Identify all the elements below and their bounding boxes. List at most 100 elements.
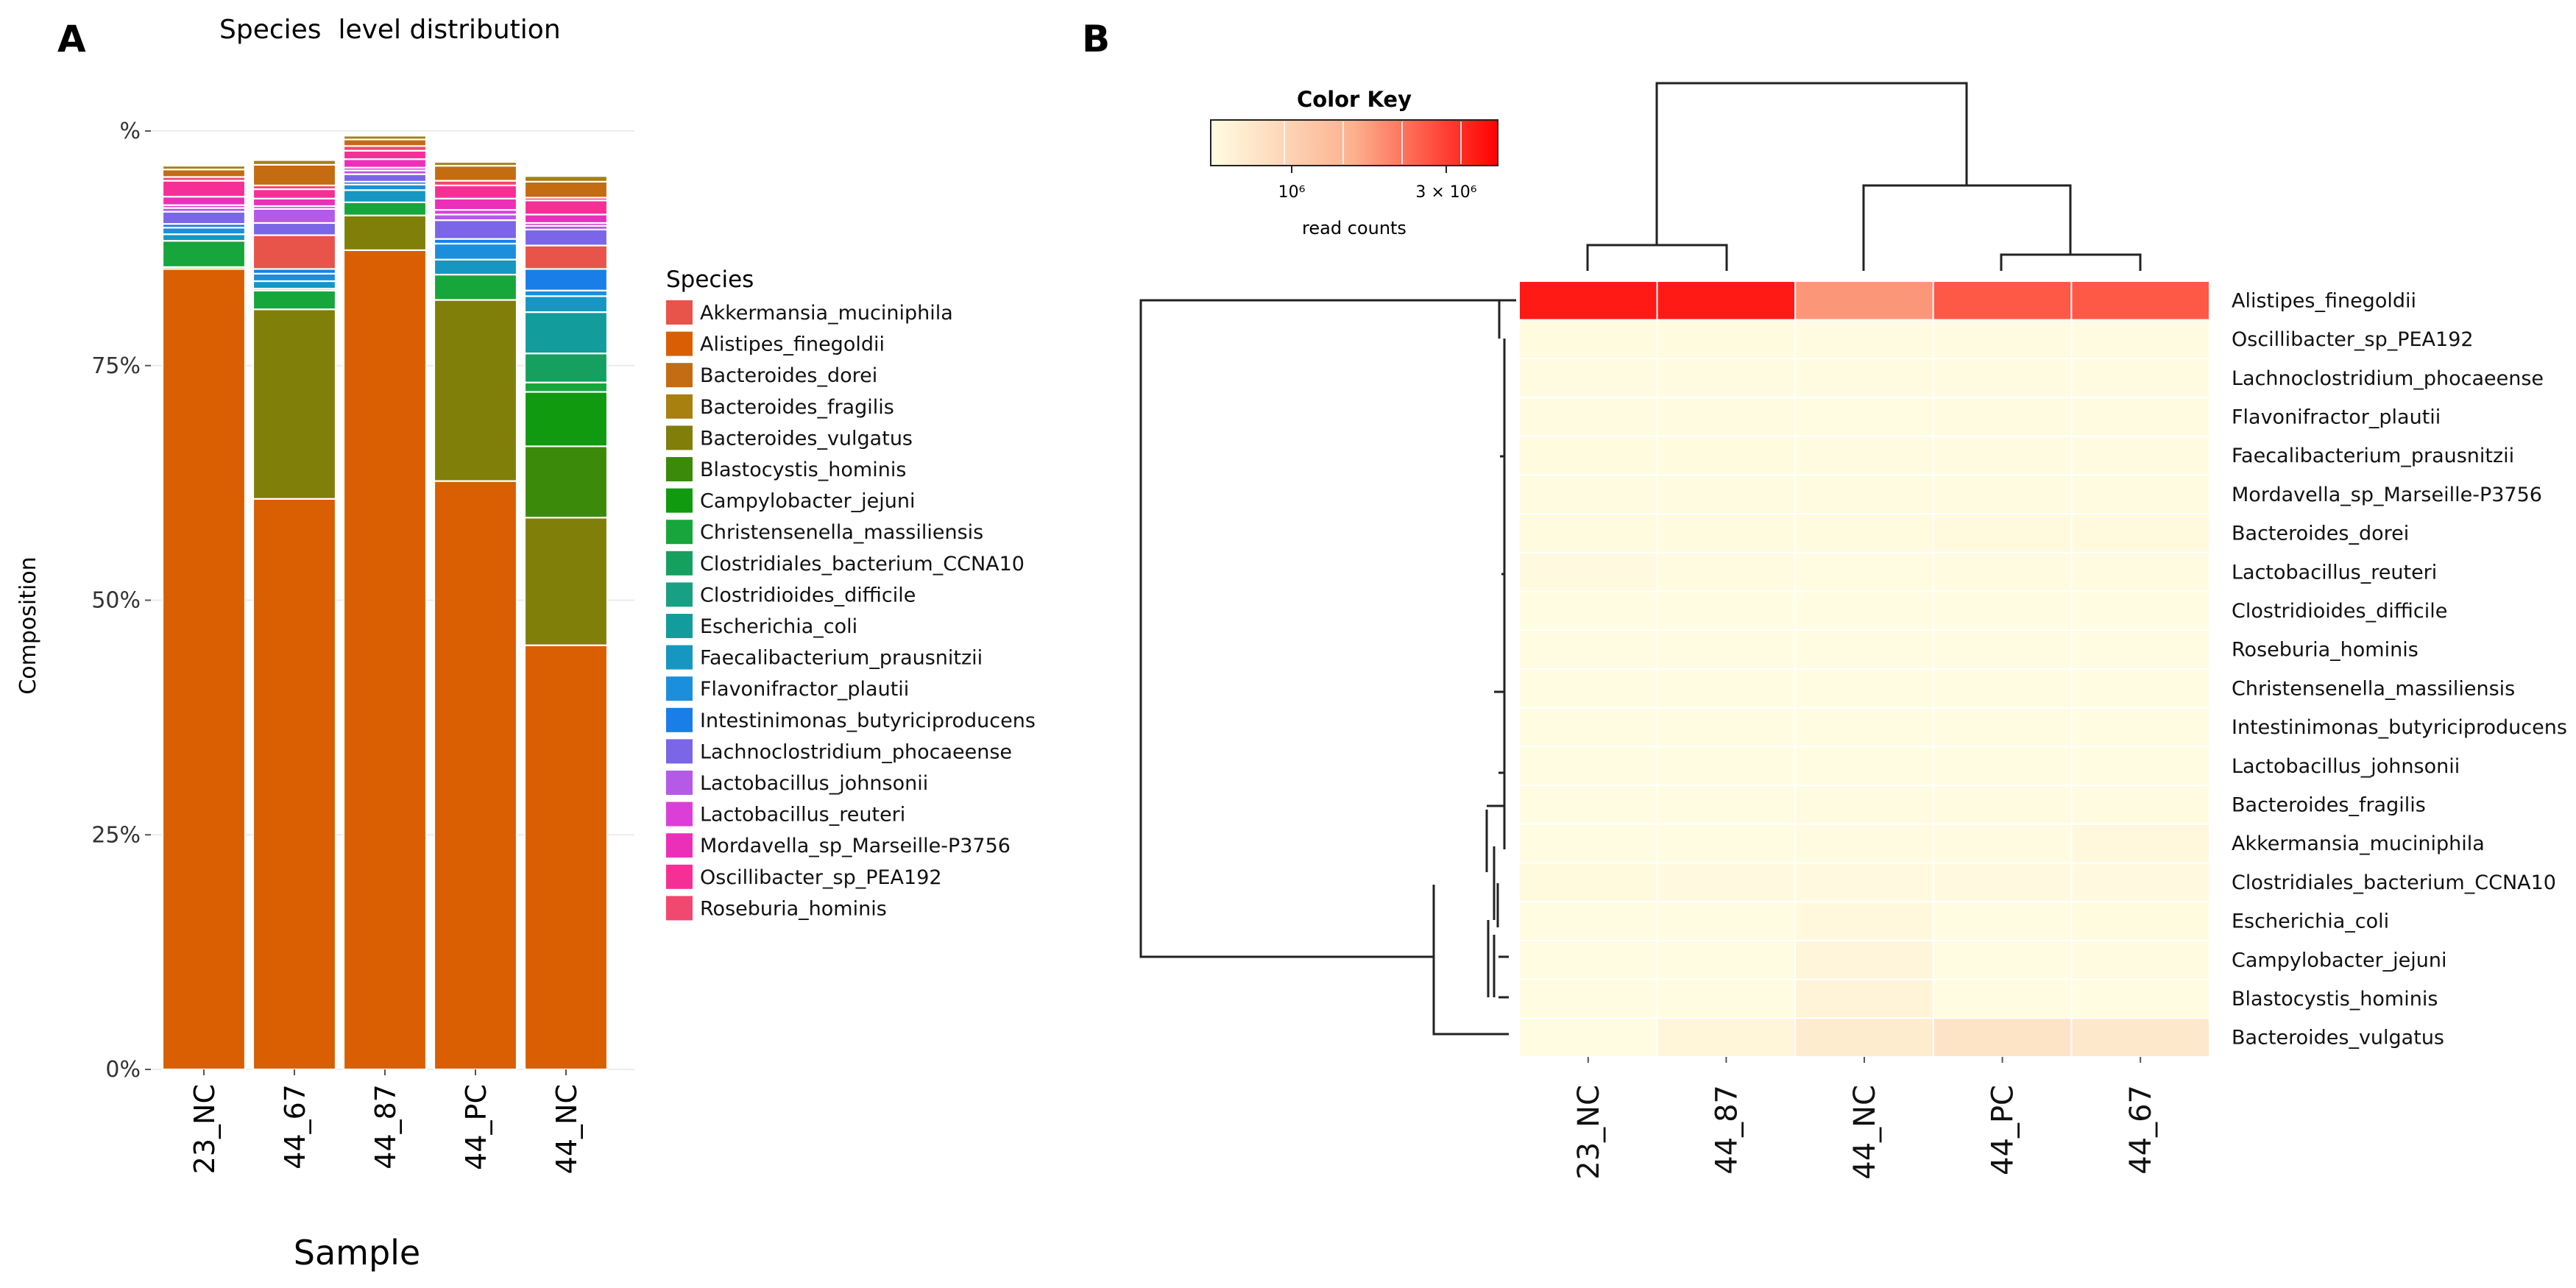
bar-segment xyxy=(342,149,428,160)
y-tick-label: 50% xyxy=(91,588,141,614)
heatmap-row-label: Bacteroides_vulgatus xyxy=(2232,1027,2444,1050)
heatmap-cell xyxy=(1656,1017,1797,1058)
heatmap-cell xyxy=(1932,1017,2073,1058)
bar-segment xyxy=(342,138,428,147)
heatmap-cell xyxy=(1656,474,1797,515)
bar-segment xyxy=(433,165,518,182)
heatmap-cell xyxy=(2070,668,2210,709)
heatmap-cell xyxy=(1518,939,1658,980)
heatmap-cell xyxy=(1794,551,1934,592)
bar-segment xyxy=(252,222,337,236)
heatmap-cell xyxy=(1932,978,2073,1019)
bar-segment xyxy=(342,249,428,1071)
stacked-bars xyxy=(161,135,609,1071)
legend-swatch xyxy=(666,739,693,764)
bar-segment xyxy=(342,173,428,183)
bar-segment xyxy=(252,197,337,208)
bar-segment xyxy=(433,184,518,199)
bar-segment xyxy=(523,244,609,270)
heatmap-cell xyxy=(1794,862,1934,903)
heatmap-cell xyxy=(2070,474,2210,515)
legend-label: Roseburia_hominis xyxy=(700,897,887,920)
row-dendrogram xyxy=(1139,299,1516,1036)
bar-segment xyxy=(161,268,247,1071)
bar-chart-y-ticks: 0% 25% 50% 75%% xyxy=(91,118,151,1083)
heatmap-cell xyxy=(2070,901,2210,941)
heatmap-row-label: Bacteroides_fragilis xyxy=(2232,793,2426,816)
species-legend: Akkermansia_muciniphila Alistipes_finegol… xyxy=(666,300,1036,921)
legend-swatch xyxy=(666,363,693,388)
legend-label: Oscillibacter_sp_PEA192 xyxy=(700,866,942,889)
heatmap-cell xyxy=(2070,707,2210,748)
heatmap-cell xyxy=(1932,397,2073,437)
heatmap-cell xyxy=(2070,746,2210,787)
heatmap-cell xyxy=(2070,358,2210,399)
bar-segment xyxy=(161,165,247,171)
heatmap-cell xyxy=(2070,978,2210,1019)
heatmap-cell xyxy=(2070,785,2210,825)
bar-segment xyxy=(342,214,428,252)
heatmap-cell xyxy=(1518,785,1658,825)
heatmap-cell xyxy=(2070,435,2210,476)
heatmap-cell xyxy=(1932,901,2073,941)
heatmap-row-label: Lactobacillus_reuteri xyxy=(2232,561,2437,584)
bar-segment xyxy=(342,135,428,141)
bar-segment xyxy=(433,480,518,1071)
legend-label: Faecalibacterium_prausnitzii xyxy=(700,647,983,670)
legend-label: Blastocystis_hominis xyxy=(700,459,906,481)
bar-segment xyxy=(252,163,337,187)
heatmap-row-label: Christensenella_massiliensis xyxy=(2232,677,2515,700)
heatmap-row-label: Blastocystis_hominis xyxy=(2232,988,2438,1011)
bar-segment xyxy=(161,233,247,242)
heatmap-cell xyxy=(1932,590,2073,631)
heatmap-row-label: Lachnoclostridium_phocaeense xyxy=(2232,367,2544,390)
bar-segment xyxy=(252,208,337,224)
heatmap-row-label: Intestinimonas_butyriciproducens xyxy=(2232,716,2567,739)
heatmap-cell xyxy=(1932,629,2073,670)
heatmap-cell xyxy=(2070,823,2210,864)
legend-swatch xyxy=(666,645,693,670)
heatmap-row-label: Flavonifractor_plautii xyxy=(2232,406,2441,428)
heatmap-cell xyxy=(1794,358,1934,399)
x-tick-label: 44_PC xyxy=(460,1084,492,1170)
heatmap-cell xyxy=(1932,551,2073,592)
heatmap-cell xyxy=(1656,513,1797,553)
legend-label: Bacteroides_dorei xyxy=(700,364,877,387)
heatmap-cell xyxy=(1518,280,1658,321)
bar-segment xyxy=(252,280,337,290)
bar-segment xyxy=(523,199,609,216)
heatmap-cell xyxy=(1794,668,1934,709)
y-tick-label: 25% xyxy=(91,822,141,848)
legend-swatch xyxy=(666,676,693,701)
heatmap-row-label: Lactobacillus_johnsonii xyxy=(2232,755,2460,778)
legend-swatch xyxy=(666,300,693,325)
legend-swatch xyxy=(666,614,693,638)
heatmap-cell xyxy=(1518,707,1658,748)
bar-segment xyxy=(523,381,609,393)
heatmap-cell xyxy=(1932,668,2073,709)
heatmap-cell xyxy=(1656,435,1797,476)
legend-label: Escherichia_coli xyxy=(700,615,857,638)
heatmap-cell xyxy=(1656,785,1797,825)
heatmap-cell xyxy=(2070,862,2210,903)
heatmap-cell xyxy=(1518,435,1658,476)
legend-swatch xyxy=(666,520,693,545)
bar-segment xyxy=(161,196,247,206)
legend-label: Alistipes_finegoldii xyxy=(700,333,885,356)
y-axis-label: Composition xyxy=(15,556,41,694)
legend-label: Clostridioides_difficile xyxy=(700,584,916,606)
heatmap-cell xyxy=(1794,746,1934,787)
heatmap-cell xyxy=(2070,590,2210,631)
x-tick-label: 44_67 xyxy=(279,1084,311,1170)
bar-segment xyxy=(342,201,428,216)
color-key-ticks xyxy=(1291,166,1447,173)
panel-a-title: Species level distribution xyxy=(219,15,561,45)
legend-label: Mordavella_sp_Marseille-P3756 xyxy=(700,835,1011,857)
bar-segment xyxy=(523,268,609,291)
color-key-tick-1e6: 10⁶ xyxy=(1278,183,1306,202)
heatmap-row-label: Campylobacter_jejuni xyxy=(2232,949,2447,972)
heatmap-cells xyxy=(1518,280,2210,1058)
bar-segment xyxy=(161,169,247,178)
heatmap-cell xyxy=(1794,901,1934,941)
heatmap-cell xyxy=(1656,668,1797,709)
